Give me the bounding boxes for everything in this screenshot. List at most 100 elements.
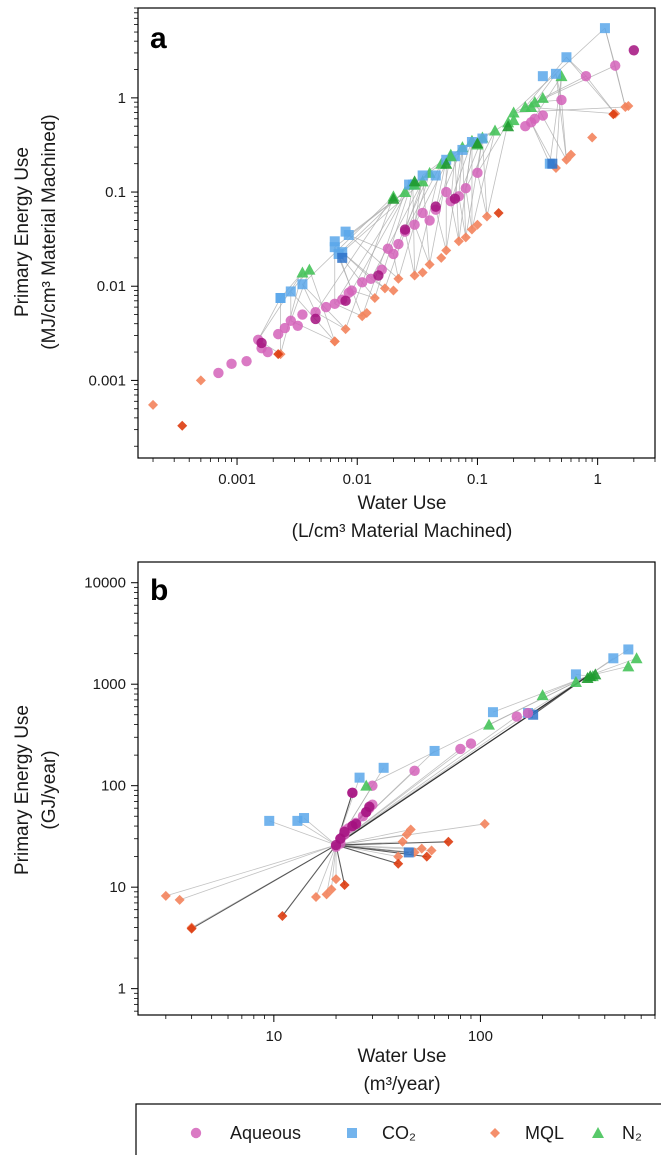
panel-a-y-axis-unit: (MJ/cm³ Material Machined) bbox=[39, 114, 60, 349]
panel-a-aqueous-extra-point-5 bbox=[272, 328, 284, 340]
panel-a-mql-point-9 bbox=[441, 245, 452, 256]
panel-a-aqueous-point-16 bbox=[580, 70, 592, 82]
legend-co2-swatch-point-0 bbox=[347, 1128, 357, 1138]
b-x-tick-label: 100 bbox=[468, 1028, 493, 1045]
legend-mql-label: MQL bbox=[525, 1123, 564, 1143]
legend-co2-label: CO₂ bbox=[382, 1123, 416, 1143]
panel-a-n2-point-1 bbox=[303, 263, 316, 275]
panel-b-aqueous-point-14 bbox=[409, 765, 420, 777]
a-y-tick-label: 0.1 bbox=[105, 184, 126, 201]
panel-b-connector bbox=[335, 716, 518, 846]
panel-a-aqueous-dark-point-5 bbox=[430, 201, 441, 212]
panel-a-mql-point-10 bbox=[453, 236, 464, 247]
panel-a-mql-point-13 bbox=[481, 211, 492, 222]
panel-a-aqueous-dark-point-3 bbox=[373, 270, 384, 281]
panel-b-co2-point-0 bbox=[264, 815, 275, 826]
panel-a-ticks: 0.001 0.01 0.1 1 0.001 0.01 0.1 1 bbox=[88, 7, 656, 488]
panel-a-x-axis-unit: (L/cm³ Material Machined) bbox=[292, 521, 513, 542]
panel-b-co2-dark-point-0 bbox=[403, 847, 414, 858]
panel-b-mql-point-3 bbox=[311, 892, 322, 903]
panel-a-aqueous-point-8 bbox=[409, 219, 420, 230]
panel-a-mql-point-2 bbox=[340, 324, 351, 335]
panel-b-co2-point-5 bbox=[429, 745, 440, 756]
legend-mql-swatch-point-0 bbox=[490, 1128, 500, 1138]
panel-a-co2-point-10 bbox=[449, 151, 460, 162]
panel-a-aqueous-dark-point-4 bbox=[399, 224, 411, 235]
panel-b-mql-point-1 bbox=[174, 894, 185, 905]
panel-a-aqueous-extra-point-7 bbox=[292, 320, 303, 332]
panel-b-letter: b bbox=[150, 574, 168, 607]
panel-a-connector bbox=[370, 181, 423, 279]
legend-n2-label: N₂ bbox=[622, 1123, 642, 1143]
panel-a-co2-dark-point-1 bbox=[547, 158, 558, 169]
panel-a-aqueous-extra-point-15 bbox=[393, 238, 404, 250]
panel-a-n2-dark-point-2 bbox=[440, 157, 453, 169]
panel-b-connector bbox=[488, 675, 588, 725]
panel-a-n2-dark-point-3 bbox=[471, 137, 484, 149]
panel-a-n2-point-12 bbox=[489, 124, 502, 136]
panel-a-connector bbox=[257, 297, 281, 340]
panel-b-connector bbox=[191, 844, 337, 930]
panel-a-aqueous-point-12 bbox=[460, 182, 471, 194]
panel-a-aqueous-dark-point-6 bbox=[449, 193, 461, 204]
panel-a-aqueous-extra-point-19 bbox=[520, 121, 531, 132]
legend-box bbox=[135, 1103, 661, 1155]
panel-a-connector bbox=[341, 181, 423, 253]
panel-b-aqueous-point-17 bbox=[511, 711, 522, 722]
panel-b-connector-main bbox=[335, 675, 588, 846]
panel-b-aqueous-point-16 bbox=[465, 738, 477, 749]
panel-a-n2-dark-point-1 bbox=[408, 175, 421, 187]
panel-a-co2-extra-point-4 bbox=[430, 170, 441, 181]
panel-b-co2-dark-point-1 bbox=[528, 709, 539, 720]
panel-a-n2-point-3 bbox=[399, 186, 412, 198]
a-x-tick-label: 0.01 bbox=[343, 471, 372, 488]
panel-a-aqueous-point-13 bbox=[472, 167, 483, 179]
panel-b-mql-point-12 bbox=[416, 843, 427, 854]
panel-b-connector-lines bbox=[165, 649, 637, 930]
panel-b-co2-point-4 bbox=[378, 762, 389, 773]
panel-a-aqueous-dark-point-1 bbox=[310, 313, 321, 325]
panel-b-aqueous-dark-point-4 bbox=[350, 818, 362, 830]
panel-b-mql-point-10 bbox=[405, 824, 416, 835]
panel-b-connector bbox=[297, 820, 337, 846]
panel-a-mql-extra-point-4 bbox=[388, 285, 399, 296]
panel-a-connector bbox=[315, 311, 346, 330]
panel-b-mql-point-7 bbox=[393, 851, 404, 862]
panel-a-mql-extra-point-0 bbox=[148, 399, 159, 410]
panel-b-co2-point-2 bbox=[299, 813, 310, 824]
panel-a-aqueous-extra-point-14 bbox=[382, 243, 394, 254]
panel-a-n2-dark-point-0 bbox=[387, 192, 400, 204]
panel-b-aqueous-point-18 bbox=[522, 707, 534, 719]
panel-a-mql-extra-point-2 bbox=[329, 336, 340, 347]
panel-a-connector bbox=[465, 137, 483, 238]
panel-a-aqueous-extra-point-21 bbox=[537, 110, 549, 121]
panel-b-n2-point-3 bbox=[569, 676, 582, 688]
legend-n2-swatch-point-0 bbox=[592, 1127, 604, 1138]
panel-a-mql-dark-point-3 bbox=[608, 109, 619, 120]
panel-b-n2-dark-point-2 bbox=[589, 668, 602, 680]
panel-a-aqueous-extra-point-1 bbox=[226, 358, 237, 370]
panel-a-connector bbox=[458, 149, 463, 197]
panel-a-connector bbox=[486, 122, 509, 217]
panel-a-co2-point-3 bbox=[329, 242, 340, 253]
panel-a-aqueous-point-15 bbox=[556, 94, 567, 106]
panel-a-connector bbox=[462, 149, 467, 238]
panel-b-mql-point-0 bbox=[160, 890, 171, 901]
panel-a-aqueous-extra-point-4 bbox=[262, 346, 273, 358]
panel-a-mql-point-8 bbox=[424, 259, 435, 270]
panel-a-aqueous-extra-point-11 bbox=[343, 287, 354, 299]
panel-a-aqueous-dark-point-2 bbox=[340, 295, 351, 307]
a-x-tick-label: 0.1 bbox=[467, 471, 488, 488]
panel-b-co2-point-6 bbox=[487, 707, 498, 718]
panel-a-mql-extra-point-3 bbox=[361, 307, 372, 318]
panel-b-connector bbox=[179, 844, 337, 901]
panel-a-mql-point-4 bbox=[369, 292, 380, 303]
panel-a-aqueous-extra-point-8 bbox=[297, 309, 308, 320]
panel-a-co2-extra-point-3 bbox=[404, 179, 415, 190]
panel-b-connector bbox=[281, 844, 337, 917]
panel-b-x-axis-unit: (m³/year) bbox=[363, 1074, 440, 1095]
panel-a-co2-point-13 bbox=[477, 133, 488, 144]
panel-b-connector bbox=[269, 820, 337, 846]
panel-a-aqueous-extra-point-2 bbox=[241, 355, 252, 367]
